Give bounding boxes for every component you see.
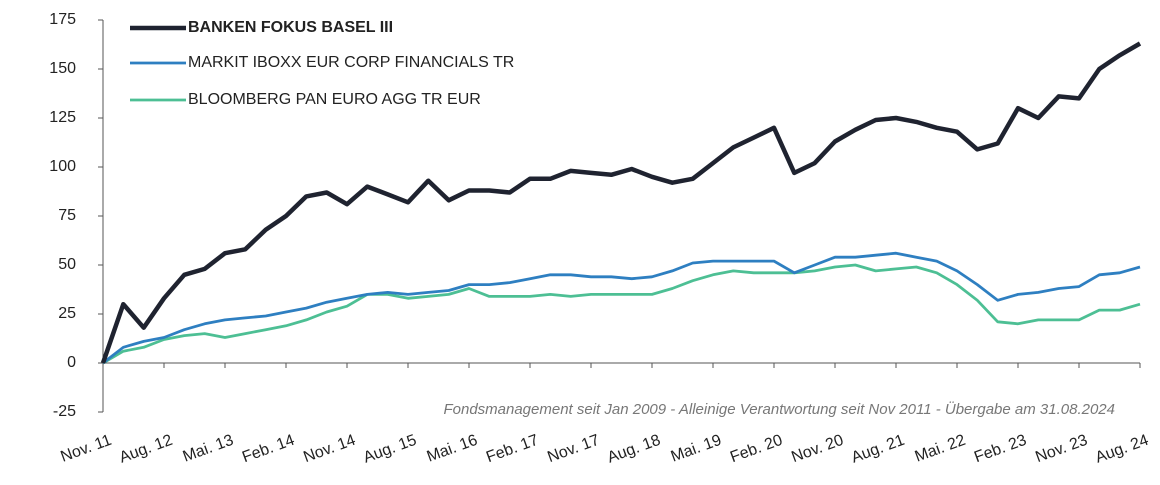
x-tick-label: Feb. 20 <box>728 432 785 467</box>
series-line <box>100 41 1142 364</box>
y-tick-label: 25 <box>58 305 76 322</box>
y-tick-label: 125 <box>49 109 76 126</box>
x-tick-label: Feb. 23 <box>972 432 1029 467</box>
x-tick-label: Aug. 18 <box>605 432 663 467</box>
x-tick-label: Feb. 14 <box>240 432 297 467</box>
y-tick-label: 0 <box>67 354 76 371</box>
x-tick-label: Aug. 24 <box>1093 432 1151 467</box>
y-tick-label: 75 <box>58 207 76 224</box>
x-tick-label: Nov. 23 <box>1033 432 1090 466</box>
legend-label: BANKEN FOKUS BASEL III <box>188 19 393 36</box>
x-tick-label: Aug. 12 <box>117 432 175 467</box>
x-tick-label: Nov. 11 <box>58 432 113 466</box>
y-tick-label: 100 <box>49 158 76 175</box>
x-tick-label: Mai. 13 <box>181 432 236 466</box>
x-tick-label: Nov. 14 <box>301 432 358 466</box>
x-tick-label: Nov. 17 <box>545 432 602 466</box>
y-tick-label: 50 <box>58 256 76 273</box>
x-tick-label: Aug. 21 <box>849 432 907 467</box>
x-tick-label: Mai. 19 <box>669 432 724 466</box>
y-tick-label: -25 <box>53 403 76 420</box>
y-tick-label: 150 <box>49 60 76 77</box>
x-tick-label: Mai. 22 <box>913 432 968 466</box>
legend-label: MARKIT IBOXX EUR CORP FINANCIALS TR <box>188 54 514 71</box>
x-tick-label: Mai. 16 <box>425 432 480 466</box>
x-tick-label: Feb. 17 <box>484 432 541 467</box>
series-line <box>102 251 1141 365</box>
x-tick-label: Aug. 15 <box>361 432 419 467</box>
legend-label: BLOOMBERG PAN EURO AGG TR EUR <box>188 91 481 108</box>
y-tick-label: 175 <box>49 11 76 28</box>
series-line <box>102 263 1141 365</box>
x-tick-label: Nov. 20 <box>789 432 846 466</box>
annotation: Fondsmanagement seit Jan 2009 - Alleinig… <box>443 400 1115 418</box>
